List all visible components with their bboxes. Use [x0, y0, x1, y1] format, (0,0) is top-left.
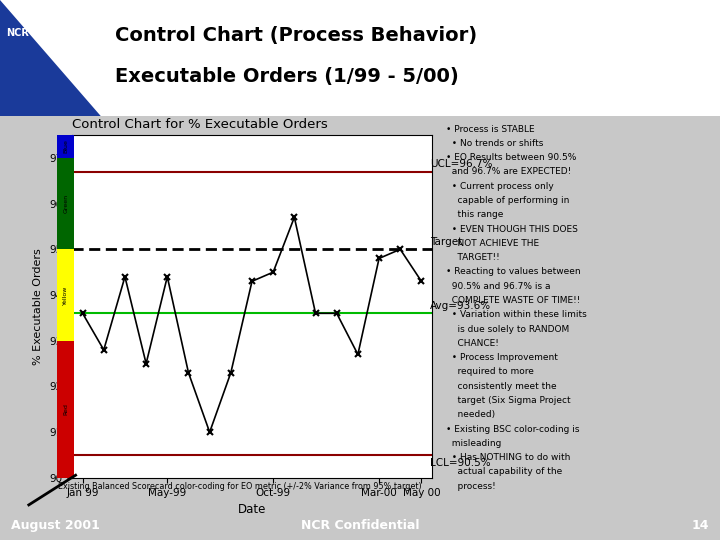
- Bar: [57, 135, 74, 158]
- Text: needed): needed): [446, 410, 495, 419]
- Text: • Process is STABLE: • Process is STABLE: [446, 125, 534, 133]
- Text: consistently meet the: consistently meet the: [446, 382, 556, 391]
- Text: Yellow: Yellow: [63, 285, 68, 305]
- Text: process!: process!: [446, 482, 495, 491]
- Text: NCR Confidential: NCR Confidential: [301, 518, 419, 532]
- Text: Target: Target: [430, 237, 462, 247]
- Text: CHANCE!: CHANCE!: [446, 339, 498, 348]
- Text: • Has NOTHING to do with: • Has NOTHING to do with: [446, 453, 570, 462]
- Text: COMPLETE WASTE OF TIME!!: COMPLETE WASTE OF TIME!!: [446, 296, 580, 305]
- Text: • Existing BSC color-coding is: • Existing BSC color-coding is: [446, 424, 579, 434]
- Text: Blue: Blue: [63, 139, 68, 153]
- X-axis label: Date: Date: [238, 503, 266, 516]
- Text: • Current process only: • Current process only: [446, 182, 553, 191]
- Bar: [57, 158, 74, 249]
- Text: required to more: required to more: [446, 367, 534, 376]
- Text: and 96.7% are EXPECTED!: and 96.7% are EXPECTED!: [446, 167, 571, 177]
- Text: 14: 14: [692, 518, 709, 532]
- Text: Green: Green: [63, 194, 68, 213]
- Text: Executable Orders (1/99 - 5/00): Executable Orders (1/99 - 5/00): [115, 68, 459, 86]
- Text: Control Chart for % Executable Orders: Control Chart for % Executable Orders: [72, 118, 328, 131]
- Text: LCL=90.5%: LCL=90.5%: [430, 458, 490, 468]
- Text: TARGET!!: TARGET!!: [446, 253, 499, 262]
- Bar: [57, 341, 74, 478]
- Text: • Reacting to values between: • Reacting to values between: [446, 267, 580, 276]
- Text: target (Six Sigma Project: target (Six Sigma Project: [446, 396, 570, 405]
- Text: • Process Improvement: • Process Improvement: [446, 353, 557, 362]
- Text: • Variation within these limits: • Variation within these limits: [446, 310, 586, 319]
- Polygon shape: [0, 0, 101, 116]
- Text: • No trends or shifts: • No trends or shifts: [446, 139, 543, 148]
- Bar: [57, 249, 74, 341]
- Text: Avg=93.6%: Avg=93.6%: [430, 301, 491, 310]
- Text: 90.5% and 96.7% is a: 90.5% and 96.7% is a: [446, 282, 550, 291]
- Text: August 2001: August 2001: [11, 518, 99, 532]
- Text: actual capability of the: actual capability of the: [446, 468, 562, 476]
- Text: Control Chart (Process Behavior): Control Chart (Process Behavior): [115, 25, 477, 44]
- Text: NOT ACHIEVE THE: NOT ACHIEVE THE: [446, 239, 539, 248]
- Y-axis label: % Executable Orders: % Executable Orders: [33, 248, 43, 365]
- Text: • EVEN THOUGH THIS DOES: • EVEN THOUGH THIS DOES: [446, 225, 577, 234]
- Text: NCR: NCR: [6, 28, 30, 37]
- Text: capable of performing in: capable of performing in: [446, 196, 569, 205]
- Text: UCL=96.7%: UCL=96.7%: [430, 159, 492, 169]
- Text: • EO Results between 90.5%: • EO Results between 90.5%: [446, 153, 576, 162]
- Text: this range: this range: [446, 210, 503, 219]
- Text: Existing Balanced Scorecard color-coding for EO metric (+/-2% Variance from 95% : Existing Balanced Scorecard color-coding…: [58, 482, 421, 491]
- Text: is due solely to RANDOM: is due solely to RANDOM: [446, 325, 569, 334]
- Text: Red: Red: [63, 403, 68, 415]
- Text: misleading: misleading: [446, 439, 501, 448]
